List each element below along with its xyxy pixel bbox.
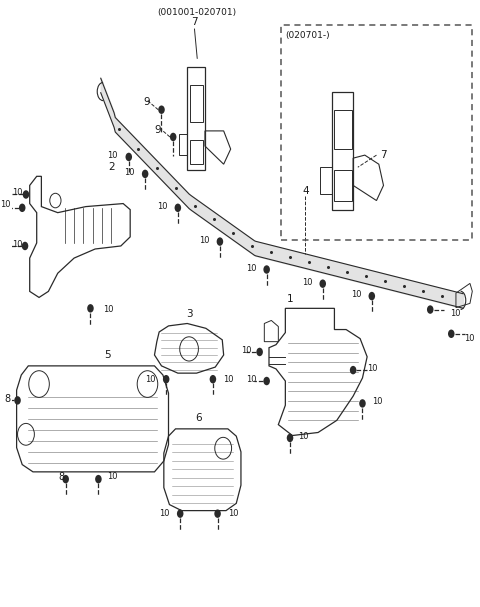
Bar [281,25,472,240]
Text: 6: 6 [195,413,202,423]
Circle shape [22,242,28,250]
Circle shape [210,375,216,384]
Circle shape [214,509,221,518]
Text: 7: 7 [380,150,387,160]
Circle shape [19,203,25,212]
Circle shape [95,475,102,483]
Circle shape [177,509,183,518]
Text: 9: 9 [143,98,150,107]
Text: (001001-020701): (001001-020701) [157,8,236,18]
Text: 10: 10 [107,151,118,160]
Text: 2: 2 [108,162,115,172]
Text: 8: 8 [4,393,11,404]
Text: 10: 10 [246,375,256,384]
Circle shape [216,237,223,246]
Circle shape [170,133,177,141]
Text: 10: 10 [12,240,23,249]
Circle shape [163,375,169,384]
Text: 10: 10 [159,509,170,518]
Circle shape [264,265,270,274]
Text: 10: 10 [145,375,156,384]
Text: 10: 10 [367,364,378,373]
Text: 7: 7 [191,17,198,27]
Text: 10: 10 [464,333,475,342]
Text: 10: 10 [157,202,168,211]
Circle shape [125,153,132,161]
Circle shape [87,304,94,313]
Circle shape [142,170,148,178]
Text: 4: 4 [302,186,309,197]
Text: 10: 10 [103,305,114,314]
Text: 10: 10 [450,310,461,318]
Text: 10: 10 [107,472,117,481]
Text: 10: 10 [228,509,239,518]
Circle shape [320,279,326,288]
Bar [335,110,352,149]
Text: 10: 10 [124,168,135,177]
Text: 8: 8 [59,472,65,482]
Text: 5: 5 [105,350,111,360]
Circle shape [62,475,69,483]
Text: 10: 10 [246,264,256,273]
Text: 1: 1 [287,294,293,304]
Text: 10: 10 [299,432,309,441]
Circle shape [287,434,293,442]
Text: 10: 10 [302,278,312,287]
Text: 10: 10 [351,290,361,299]
Circle shape [256,348,263,356]
Circle shape [350,366,356,375]
Bar [190,140,203,164]
Text: 9: 9 [155,124,161,135]
Text: 10: 10 [0,200,11,209]
Bar [190,86,203,122]
Circle shape [158,106,165,114]
Circle shape [427,305,433,314]
Text: 10: 10 [241,345,251,354]
Circle shape [369,292,375,300]
Text: 3: 3 [186,309,192,319]
Circle shape [23,190,29,198]
Text: (020701-): (020701-) [285,32,330,40]
Text: 10: 10 [223,375,234,384]
Bar [335,171,352,200]
Circle shape [359,399,366,408]
Circle shape [264,377,270,385]
Circle shape [448,330,455,338]
Text: 10: 10 [12,188,23,197]
Circle shape [175,203,181,212]
Text: 10: 10 [199,236,210,245]
Circle shape [14,396,21,405]
Text: 10: 10 [372,397,382,406]
